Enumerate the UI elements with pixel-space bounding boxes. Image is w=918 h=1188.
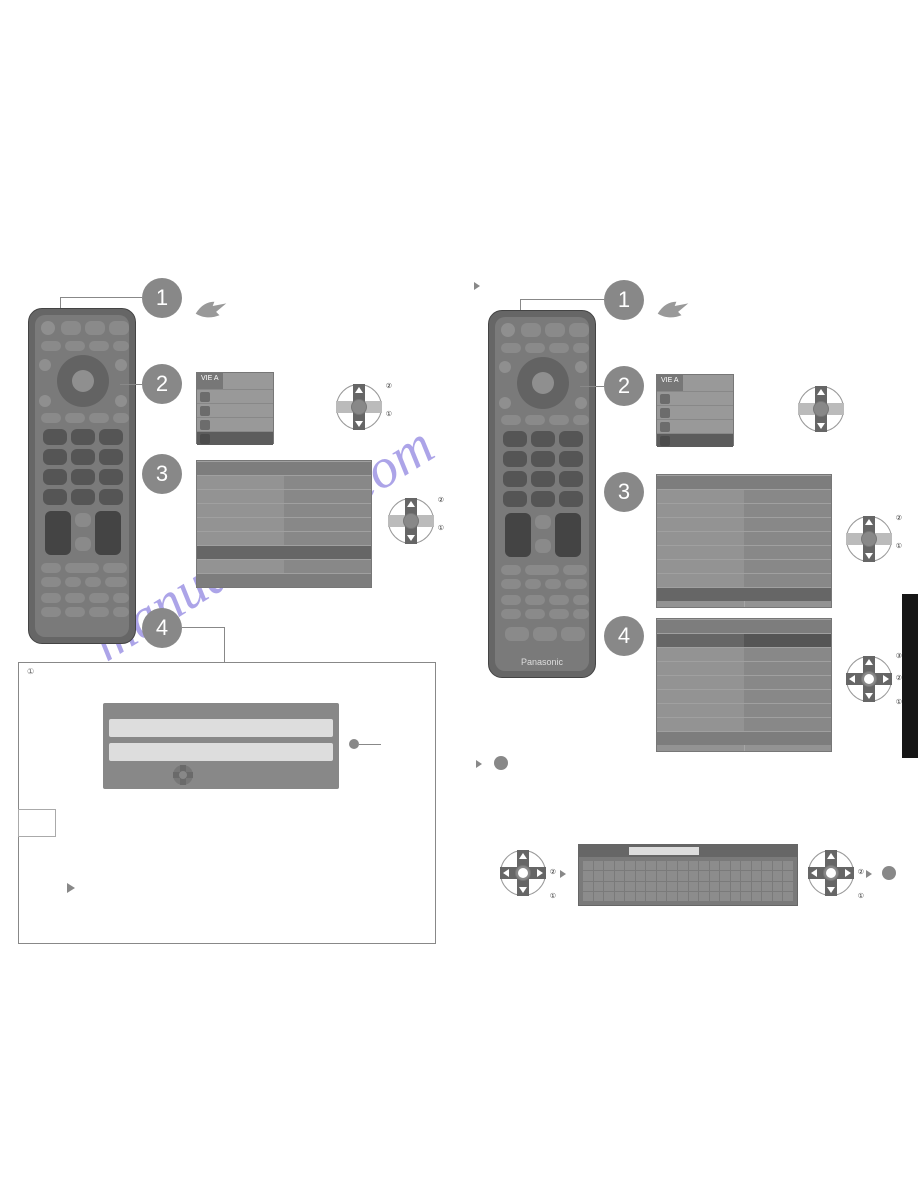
callout-dot — [349, 739, 359, 749]
side-label-box — [18, 809, 56, 837]
onscreen-dialog — [103, 703, 339, 789]
leader-line — [120, 384, 142, 385]
step-2-circle: 2 — [142, 364, 182, 404]
step-1-circle: 1 — [142, 278, 182, 318]
main-menu-panel-left: VIE A — [196, 372, 274, 444]
section-tab — [902, 594, 918, 758]
step-label: 1 — [618, 287, 630, 313]
dpad-icon: ② ① — [846, 516, 892, 562]
hand-pointer-icon — [656, 300, 690, 324]
feature-description-box: ① — [18, 662, 436, 944]
arrow-right-icon — [474, 282, 480, 290]
remote-control-left — [28, 308, 136, 644]
dpad-icon: ② ① — [388, 498, 434, 544]
step-4-circle: 4 — [142, 608, 182, 648]
dpad-icon: ② ① — [500, 850, 546, 896]
step-4-circle-r: 4 — [604, 616, 644, 656]
leader-line — [359, 744, 381, 745]
step-1-circle-r: 1 — [604, 280, 644, 320]
leader-line — [182, 627, 224, 628]
arrow-right-icon — [476, 760, 482, 768]
leader-line — [520, 299, 604, 300]
note-marker: ① — [27, 667, 34, 676]
panel-title: VIE A — [657, 375, 683, 391]
mini-dpad-icon — [173, 765, 193, 785]
panel-title: VIE A — [197, 373, 223, 389]
dpad-icon: ③ ② ① — [846, 656, 892, 702]
callout-dot — [882, 866, 896, 880]
brand-label: Panasonic — [489, 657, 595, 667]
setup-menu-panel-right-1 — [656, 474, 832, 608]
onscreen-keyboard — [578, 844, 798, 906]
dpad-icon: ② ① — [336, 384, 382, 430]
step-label: 4 — [156, 615, 168, 641]
leader-line — [224, 627, 225, 663]
leader-line — [60, 297, 142, 298]
step-2-circle-r: 2 — [604, 366, 644, 406]
step-3-circle: 3 — [142, 454, 182, 494]
step-label: 4 — [618, 623, 630, 649]
setup-menu-panel-left — [196, 460, 372, 588]
arrow-right-icon — [560, 870, 566, 878]
hand-pointer-icon — [194, 300, 228, 324]
step-label: 1 — [156, 285, 168, 311]
arrow-right-icon — [866, 870, 872, 878]
dpad-icon: ② ① — [808, 850, 854, 896]
leader-line — [580, 386, 604, 387]
main-menu-panel-right: VIE A — [656, 374, 734, 446]
setup-menu-panel-right-2 — [656, 618, 832, 752]
kbd-grid — [583, 861, 793, 901]
step-label: 2 — [156, 371, 168, 397]
step-label: 2 — [618, 373, 630, 399]
step-label: 3 — [156, 461, 168, 487]
dpad-icon — [798, 386, 844, 432]
arrow-right-icon — [67, 883, 75, 893]
callout-dot — [494, 756, 508, 770]
step-3-circle-r: 3 — [604, 472, 644, 512]
remote-control-right: Panasonic — [488, 310, 596, 678]
step-label: 3 — [618, 479, 630, 505]
